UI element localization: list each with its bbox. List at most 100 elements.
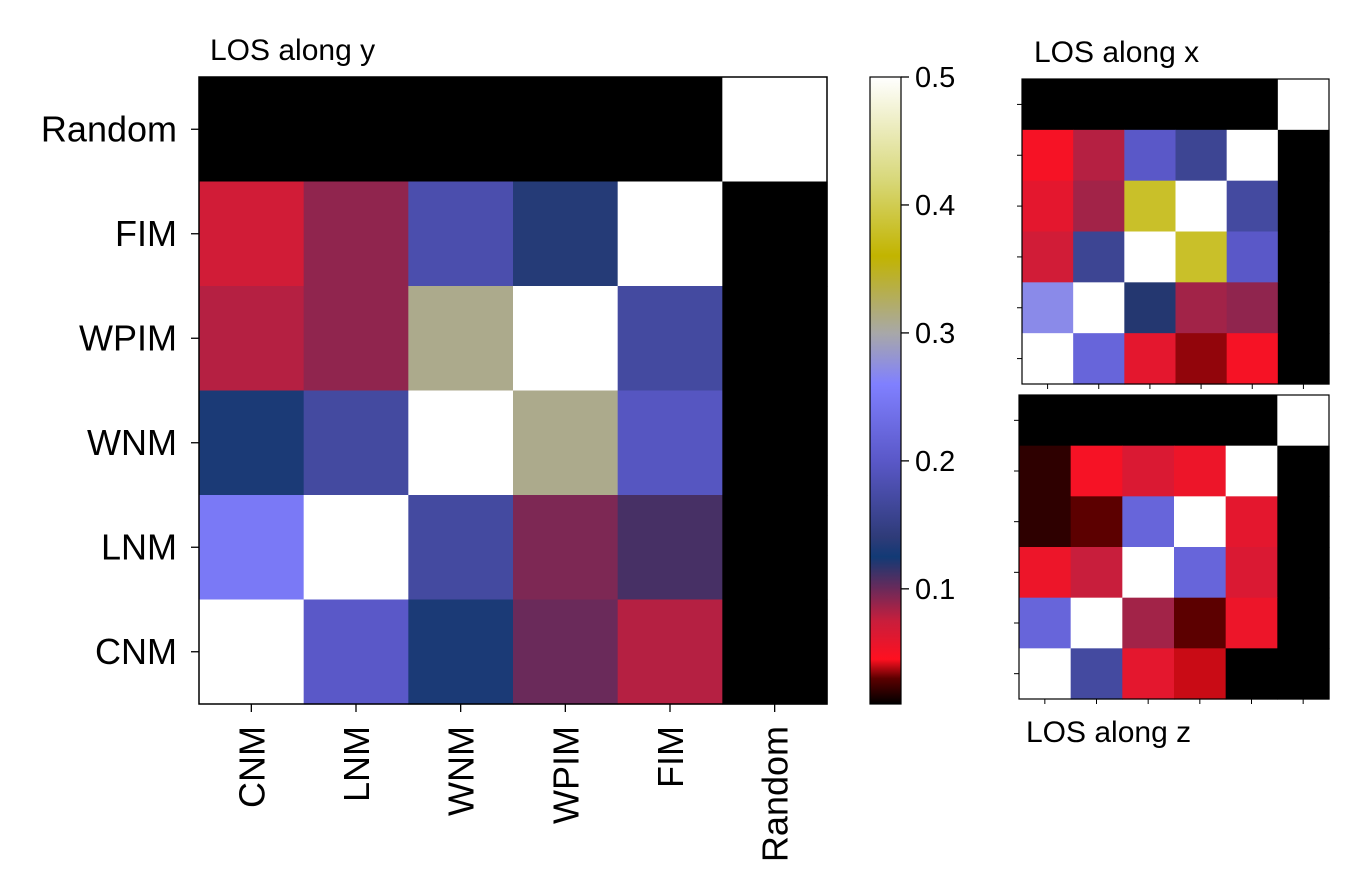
colorbar-tick-label: 0.2 — [915, 446, 955, 478]
los-z-cell-cnm-cnm — [1019, 648, 1072, 700]
los-x-cell-cnm-wnm — [1124, 333, 1177, 385]
los-z-cell-lnm-random — [1277, 597, 1330, 649]
los-x-cell-wnm-wnm — [1124, 231, 1177, 283]
los-x-ticks — [1017, 103, 1304, 389]
main-cell-random-fim — [617, 77, 723, 183]
los-x-cell-wnm-lnm — [1073, 231, 1125, 283]
main-heatmap: LOS along y Random FIM WPIM WNM LNM CNM CNM LN… — [41, 34, 828, 862]
los-z-cell-random-cnm — [1019, 395, 1072, 447]
main-cell-fim-fim — [617, 181, 723, 287]
main-cell-wnm-wnm — [408, 390, 514, 496]
main-xtick-label: FIM — [650, 726, 691, 788]
los-x-title: LOS along x — [1034, 36, 1199, 69]
los-z-frame — [1018, 394, 1330, 700]
colorbar-tick-label: 0.3 — [915, 318, 955, 350]
los-x-cell-fim-fim — [1226, 129, 1279, 182]
main-xtick-label: WPIM — [545, 726, 586, 824]
los-x-cell-cnm-wpim — [1175, 333, 1228, 385]
main-cell-wpim-random — [722, 286, 828, 392]
los-x-cell-wpim-wpim — [1175, 180, 1228, 233]
los-x-cell-random-cnm — [1022, 79, 1074, 131]
main-cell-random-wnm — [408, 77, 514, 183]
main-cell-wnm-random — [722, 390, 828, 496]
los-z-cell-wpim-random — [1277, 496, 1330, 548]
los-x-cell-wpim-fim — [1226, 180, 1279, 233]
los-z-cell-wpim-wpim — [1174, 496, 1227, 548]
main-cell-wnm-lnm — [303, 390, 409, 496]
los-x-cell-cnm-lnm — [1073, 333, 1125, 385]
main-x-axis: CNM LNM WNM WPIM FIM Random — [231, 704, 796, 862]
los-x-cell-wnm-fim — [1226, 231, 1279, 283]
los-x-cell-fim-random — [1277, 129, 1330, 182]
los-z-cell-random-fim — [1225, 395, 1278, 447]
main-cell-fim-wnm — [408, 181, 514, 287]
los-z-cell-fim-fim — [1225, 445, 1278, 497]
los-z-cell-random-lnm — [1070, 395, 1123, 447]
los-z-cell-cnm-wpim — [1174, 648, 1227, 700]
los-x-cell-random-lnm — [1073, 79, 1125, 131]
main-ytick-label: WPIM — [79, 317, 177, 358]
main-cell-wnm-fim — [617, 390, 723, 496]
main-cell-lnm-random — [722, 495, 828, 601]
main-cell-random-lnm — [303, 77, 409, 183]
los-z-cell-lnm-cnm — [1019, 597, 1072, 649]
main-xtick-label: CNM — [231, 726, 272, 808]
los-x-cell-random-random — [1277, 79, 1330, 131]
main-cell-cnm-wnm — [408, 599, 514, 705]
los-z-ticks — [1014, 419, 1304, 704]
los-x-cell-cnm-fim — [1226, 333, 1279, 385]
los-x-frame — [1021, 78, 1330, 385]
main-cell-cnm-fim — [617, 599, 723, 705]
heatmap-los-x: LOS along x — [1017, 36, 1330, 389]
los-z-cell-lnm-fim — [1225, 597, 1278, 649]
main-ytick-label: Random — [41, 108, 177, 149]
main-cell-fim-wpim — [513, 181, 619, 287]
los-x-cell-cnm-cnm — [1022, 333, 1074, 385]
los-z-cell-fim-random — [1277, 445, 1330, 497]
heatmap-los-z: LOS along z — [1014, 394, 1330, 749]
los-x-cell-random-wpim — [1175, 79, 1228, 131]
los-z-cell-fim-cnm — [1019, 445, 1072, 497]
los-z-cell-wpim-lnm — [1070, 496, 1123, 548]
los-x-cell-wpim-wnm — [1124, 180, 1177, 233]
colorbar-ticks: 0.1 0.2 0.3 0.4 0.5 — [901, 62, 955, 606]
los-z-cell-wnm-fim — [1225, 547, 1278, 599]
main-xtick-label: Random — [755, 726, 796, 862]
los-z-cell-random-random — [1277, 395, 1330, 447]
main-cell-wnm-cnm — [199, 390, 305, 496]
los-z-cell-wpim-fim — [1225, 496, 1278, 548]
los-z-cell-cnm-fim — [1225, 648, 1278, 700]
los-z-cell-wnm-wpim — [1174, 547, 1227, 599]
main-xtick-label: WNM — [441, 726, 482, 816]
los-x-cell-random-fim — [1226, 79, 1279, 131]
main-cell-random-random — [722, 77, 828, 183]
los-x-cell-lnm-lnm — [1073, 282, 1125, 334]
main-cell-lnm-wnm — [408, 495, 514, 601]
main-cell-cnm-lnm — [303, 599, 409, 705]
main-ytick-label: LNM — [101, 526, 177, 567]
los-z-title: LOS along z — [1026, 716, 1191, 749]
main-cell-wpim-wpim — [513, 286, 619, 392]
main-cell-wnm-wpim — [513, 390, 619, 496]
los-z-cell-random-wnm — [1122, 395, 1175, 447]
main-cell-wpim-fim — [617, 286, 723, 392]
main-cell-cnm-random — [722, 599, 828, 705]
los-z-cell-wnm-lnm — [1070, 547, 1123, 599]
los-x-cell-wnm-cnm — [1022, 231, 1074, 283]
los-x-cell-fim-wnm — [1124, 129, 1177, 182]
main-cell-lnm-lnm — [303, 495, 409, 601]
los-x-cells — [1022, 79, 1330, 385]
los-x-cell-lnm-fim — [1226, 282, 1279, 334]
los-z-cell-wnm-random — [1277, 547, 1330, 599]
colorbar: 0.1 0.2 0.3 0.4 0.5 — [869, 62, 955, 705]
main-cell-fim-cnm — [199, 181, 305, 287]
colorbar-gradient — [869, 76, 902, 705]
los-x-cell-lnm-random — [1277, 282, 1330, 334]
los-x-cell-cnm-random — [1277, 333, 1330, 385]
los-x-cell-lnm-wnm — [1124, 282, 1177, 334]
los-x-cell-wpim-random — [1277, 180, 1330, 233]
los-z-cell-lnm-wpim — [1174, 597, 1227, 649]
main-cell-fim-random — [722, 181, 828, 287]
los-z-cell-fim-lnm — [1070, 445, 1123, 497]
colorbar-tick-label: 0.1 — [915, 574, 955, 606]
